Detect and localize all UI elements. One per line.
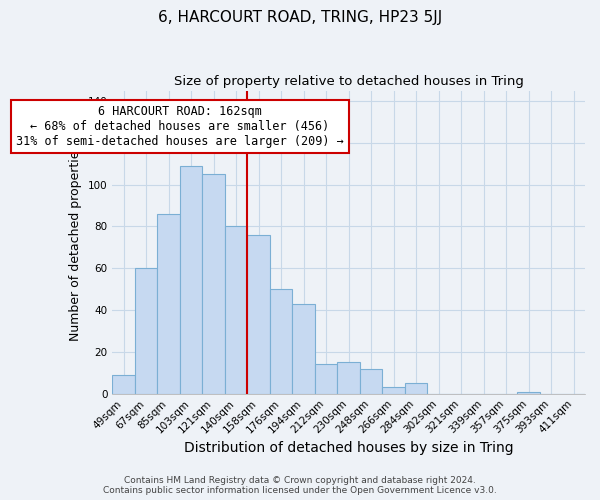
Bar xyxy=(315,364,337,394)
Bar xyxy=(382,388,405,394)
Bar xyxy=(247,235,270,394)
Bar xyxy=(270,289,292,394)
Text: Contains HM Land Registry data © Crown copyright and database right 2024.
Contai: Contains HM Land Registry data © Crown c… xyxy=(103,476,497,495)
Text: 6, HARCOURT ROAD, TRING, HP23 5JJ: 6, HARCOURT ROAD, TRING, HP23 5JJ xyxy=(158,10,442,25)
Bar xyxy=(360,368,382,394)
Bar xyxy=(202,174,225,394)
Bar xyxy=(112,375,135,394)
Bar xyxy=(180,166,202,394)
Y-axis label: Number of detached properties: Number of detached properties xyxy=(69,144,82,340)
Bar xyxy=(337,362,360,394)
Text: 6 HARCOURT ROAD: 162sqm
← 68% of detached houses are smaller (456)
31% of semi-d: 6 HARCOURT ROAD: 162sqm ← 68% of detache… xyxy=(16,105,344,148)
X-axis label: Distribution of detached houses by size in Tring: Distribution of detached houses by size … xyxy=(184,441,514,455)
Bar xyxy=(405,384,427,394)
Bar xyxy=(225,226,247,394)
Bar xyxy=(517,392,540,394)
Bar xyxy=(157,214,180,394)
Title: Size of property relative to detached houses in Tring: Size of property relative to detached ho… xyxy=(174,75,524,88)
Bar xyxy=(135,268,157,394)
Bar xyxy=(292,304,315,394)
